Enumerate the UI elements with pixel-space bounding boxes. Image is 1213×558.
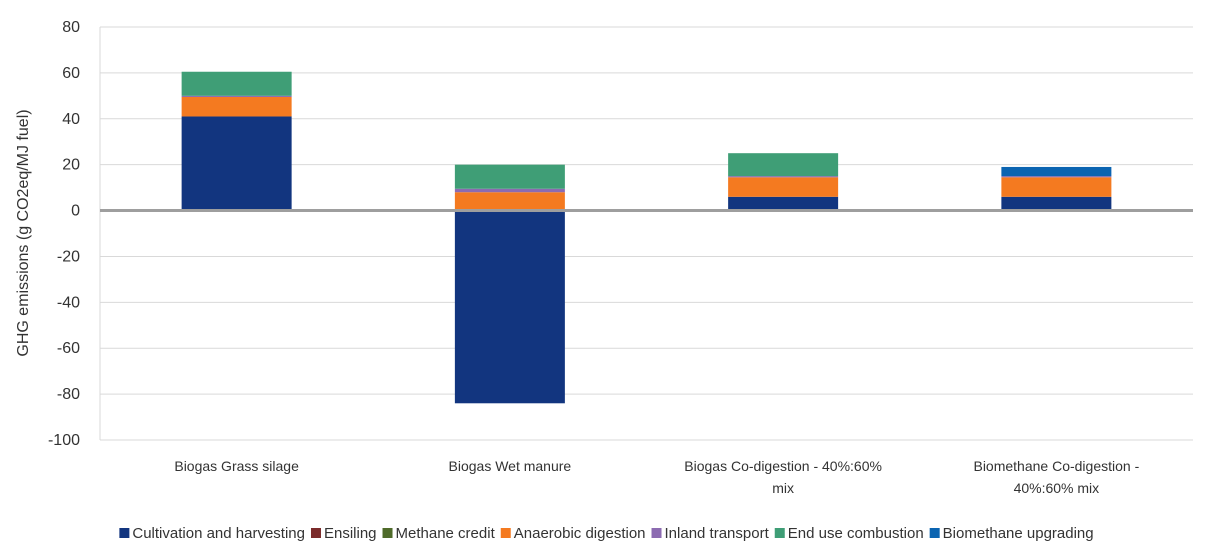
- y-tick-label: -80: [57, 386, 80, 403]
- legend-swatch: [310, 528, 321, 538]
- y-tick-label: -60: [57, 340, 80, 357]
- x-category-label: Biogas Wet manure: [449, 458, 572, 474]
- legend-swatch: [774, 528, 785, 538]
- y-tick-label: 60: [62, 65, 80, 82]
- bar-segment: [454, 192, 565, 211]
- bar-segment: [728, 153, 839, 177]
- bar-segment: [1001, 196, 1112, 211]
- x-category-label-line: Biogas Co-digestion - 40%:60%: [684, 458, 882, 474]
- bar-segment: [454, 188, 565, 193]
- y-tick-label: 40: [62, 111, 80, 128]
- x-category-label-line: Biogas Wet manure: [449, 458, 572, 474]
- legend-label: Inland transport: [665, 525, 770, 542]
- legend-label: End use combustion: [788, 525, 924, 542]
- bars: [181, 71, 1112, 404]
- y-tick-label: -100: [48, 432, 80, 449]
- bar-segment: [454, 210, 565, 404]
- y-tick-label: 0: [71, 203, 80, 220]
- x-category-label: Biogas Co-digestion - 40%:60% mix: [684, 458, 882, 496]
- legend-swatch: [651, 528, 662, 538]
- legend-label: Methane credit: [396, 525, 496, 542]
- legend-swatch: [382, 528, 393, 538]
- y-axis-ticks: 80 60 40 20 0 -20 -40 -60 -80 -100: [48, 19, 80, 449]
- x-category-label: Biogas Grass silage: [174, 458, 299, 474]
- bar-segment: [728, 196, 839, 211]
- x-category-label-line: Biogas Grass silage: [174, 458, 299, 474]
- y-tick-label: 20: [62, 157, 80, 174]
- legend-label: Ensiling: [324, 525, 377, 542]
- y-tick-label: -40: [57, 294, 80, 311]
- y-axis-label: GHG emissions (g CO2eq/MJ fuel): [15, 109, 32, 356]
- bar-segment: [1001, 177, 1112, 197]
- bar-segment: [728, 177, 839, 197]
- bar-segment: [1001, 176, 1112, 178]
- bar-segment: [181, 116, 292, 211]
- legend-label: Biomethane upgrading: [943, 525, 1094, 542]
- legend-label: Cultivation and harvesting: [132, 525, 305, 542]
- legend-swatch: [500, 528, 511, 538]
- legend-swatch: [119, 528, 130, 538]
- bar-segment: [181, 96, 292, 117]
- x-category-label-line: Biomethane Co-digestion -: [973, 458, 1139, 474]
- legend: Cultivation and harvesting Ensiling Methan…: [119, 525, 1094, 542]
- bar-segment: [181, 71, 292, 96]
- bar-segment: [454, 164, 565, 189]
- x-category-label-line: mix: [772, 480, 794, 496]
- y-tick-label: -20: [57, 248, 80, 265]
- bar-segment: [728, 176, 839, 178]
- x-category-label: Biomethane Co-digestion - 40%:60% mix: [973, 458, 1139, 496]
- bar-segment: [181, 95, 292, 97]
- legend-swatch: [929, 528, 940, 538]
- x-category-label-line: 40%:60% mix: [1014, 480, 1100, 496]
- bar-segment: [1001, 166, 1112, 177]
- x-axis-categories: Biogas Grass silage Biogas Wet manure Biog…: [174, 458, 1139, 496]
- legend-label: Anaerobic digestion: [514, 525, 646, 542]
- y-tick-label: 80: [62, 19, 80, 36]
